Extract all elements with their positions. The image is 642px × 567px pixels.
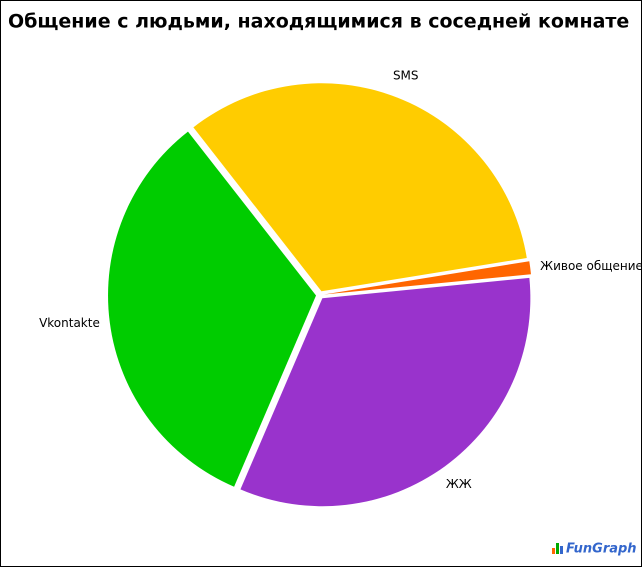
slice-label: Живое общение — [540, 259, 642, 273]
pie-slice — [193, 83, 527, 292]
chart-title: Общение с людьми, находящимися в соседне… — [8, 11, 629, 33]
slice-label: SMS — [393, 69, 419, 83]
slice-label: Vkontakte — [39, 316, 100, 330]
pie-slice — [323, 261, 531, 295]
slice-label: ЖЖ — [446, 477, 472, 491]
pie-slice — [108, 131, 317, 487]
pie-slice — [240, 277, 531, 507]
watermark: FunGraph — [566, 542, 637, 557]
watermark-icon — [552, 543, 563, 554]
